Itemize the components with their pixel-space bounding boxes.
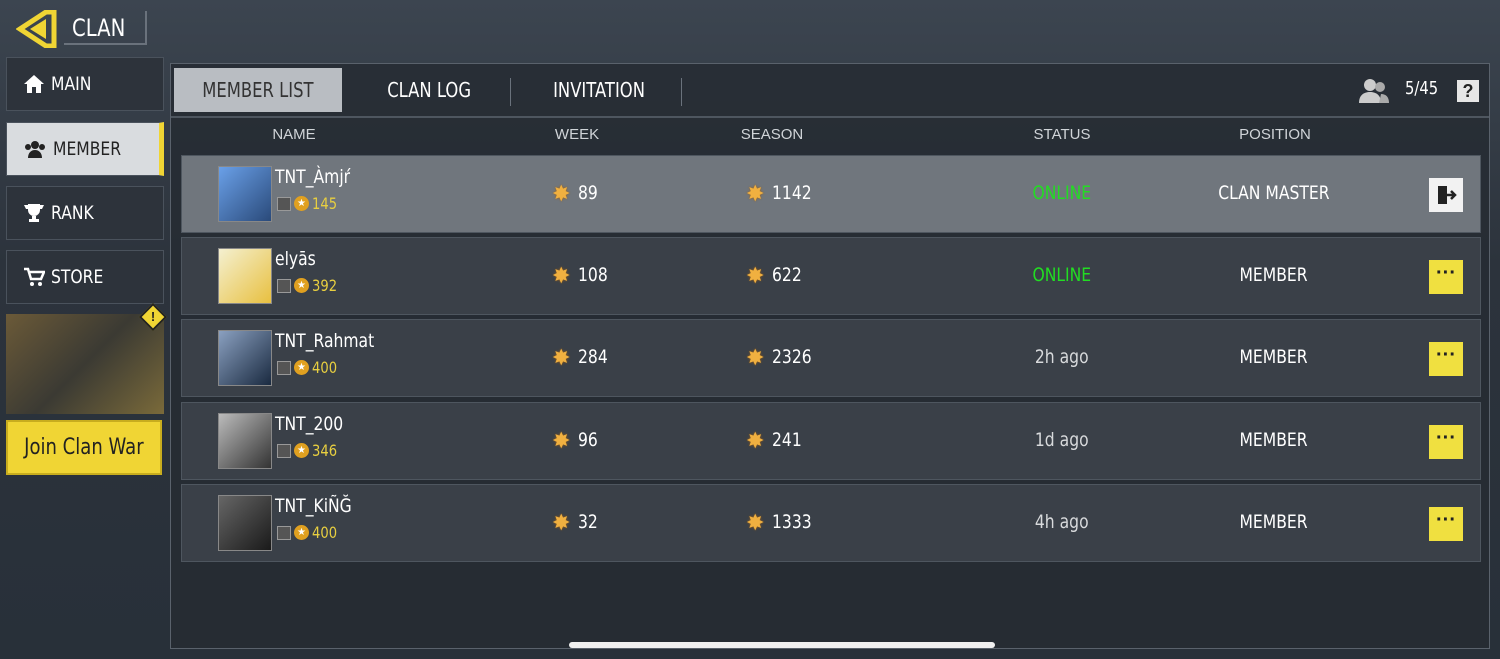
- level-coin-icon: ★: [294, 443, 309, 458]
- join-clan-war-button[interactable]: Join Clan War: [6, 420, 162, 475]
- sidebar-item-main[interactable]: MAIN: [6, 57, 164, 111]
- week-star-icon: ✸: [552, 428, 571, 453]
- season-score: 2326: [772, 346, 812, 368]
- member-name: TNT_200: [275, 413, 344, 435]
- member-level: ★ 346: [277, 441, 343, 460]
- more-options-button[interactable]: ···: [1429, 507, 1463, 541]
- week-score: 284: [578, 346, 608, 368]
- column-header-week: WEEK: [554, 126, 600, 143]
- column-header-status: STATUS: [1033, 126, 1091, 143]
- member-row[interactable]: TNT_Àmjŕ ★ 145 ✸ 89 ✸ 1142 ONLINE CLAN MA…: [181, 155, 1481, 233]
- avatar[interactable]: [218, 248, 272, 304]
- rank-badge-icon: [277, 525, 291, 540]
- season-score: 1142: [772, 182, 812, 204]
- column-header-season: SEASON: [740, 126, 804, 143]
- season-star-icon: ✸: [746, 181, 765, 206]
- cart-icon: [24, 267, 45, 286]
- season-star-icon: ✸: [746, 345, 765, 370]
- member-row[interactable]: TNT_Rahmat ★ 400 ✸ 284 ✸ 2326 2h ago MEMB…: [181, 319, 1481, 397]
- season-score: 241: [772, 429, 802, 451]
- tab-divider: [681, 78, 682, 106]
- home-icon: [24, 75, 44, 93]
- member-level: ★ 392: [277, 276, 343, 295]
- week-score: 108: [578, 264, 608, 286]
- season-star-icon: ✸: [746, 263, 765, 288]
- trophy-icon: [24, 204, 44, 222]
- member-name: TNT_Àmjŕ: [275, 166, 351, 188]
- member-name: elyās: [275, 248, 316, 270]
- tab-clan-log[interactable]: CLAN LOG: [387, 78, 471, 102]
- level-coin-icon: ★: [294, 360, 309, 375]
- level-coin-icon: ★: [294, 196, 309, 211]
- member-row[interactable]: TNT_KiÑĞ ★ 400 ✸ 32 ✸ 1333 4h ago MEMBER …: [181, 484, 1481, 562]
- week-star-icon: ✸: [552, 510, 571, 535]
- avatar[interactable]: [218, 495, 272, 551]
- rank-badge-icon: [277, 443, 291, 458]
- tab-invitation[interactable]: INVITATION: [553, 78, 645, 102]
- column-header-name: NAME: [272, 126, 316, 143]
- season-star-icon: ✸: [746, 428, 765, 453]
- members-icon: [25, 141, 45, 158]
- more-icon: ···: [1436, 262, 1456, 284]
- week-score: 96: [578, 429, 598, 451]
- more-options-button[interactable]: ···: [1429, 260, 1463, 294]
- tab-member-list[interactable]: MEMBER LIST: [174, 68, 342, 112]
- tab-divider: [510, 78, 511, 106]
- more-icon: ···: [1436, 427, 1456, 449]
- rank-badge-icon: [277, 360, 291, 375]
- season-score: 1333: [772, 511, 812, 533]
- leave-icon: [1438, 186, 1457, 204]
- sidebar-item-store[interactable]: STORE: [6, 250, 164, 304]
- rank-badge-icon: [277, 278, 291, 293]
- member-name: TNT_Rahmat: [275, 330, 375, 352]
- home-indicator[interactable]: [569, 642, 995, 648]
- sidebar-item-rank[interactable]: RANK: [6, 186, 164, 240]
- week-score: 32: [578, 511, 598, 533]
- member-panel: MEMBER LIST CLAN LOG INVITATION 5/45 ? N…: [170, 63, 1490, 649]
- more-icon: ···: [1436, 344, 1456, 366]
- week-star-icon: ✸: [552, 263, 571, 288]
- sidebar-item-member[interactable]: MEMBER: [6, 122, 164, 176]
- member-row[interactable]: TNT_200 ★ 346 ✸ 96 ✸ 241 1d ago MEMBER ··…: [181, 402, 1481, 480]
- tab-bar: MEMBER LIST CLAN LOG INVITATION 5/45 ?: [171, 64, 1489, 118]
- column-header-position: POSITION: [1239, 126, 1311, 143]
- level-coin-icon: ★: [294, 278, 309, 293]
- week-star-icon: ✸: [552, 345, 571, 370]
- members-count-icon: [1359, 79, 1389, 103]
- level-coin-icon: ★: [294, 525, 309, 540]
- leave-clan-button[interactable]: [1429, 178, 1463, 212]
- member-count: 5/45: [1405, 78, 1439, 99]
- avatar[interactable]: [218, 330, 272, 386]
- week-star-icon: ✸: [552, 181, 571, 206]
- avatar[interactable]: [218, 413, 272, 469]
- week-score: 89: [578, 182, 598, 204]
- more-options-button[interactable]: ···: [1429, 425, 1463, 459]
- clan-war-banner-image[interactable]: [6, 314, 164, 414]
- help-button[interactable]: ?: [1457, 80, 1479, 102]
- page-title: CLAN: [64, 11, 148, 45]
- more-options-button[interactable]: ···: [1429, 342, 1463, 376]
- rank-badge-icon: [277, 196, 291, 211]
- avatar[interactable]: [218, 166, 272, 222]
- member-name: TNT_KiÑĞ: [275, 495, 352, 517]
- member-level: ★ 145: [277, 194, 343, 213]
- more-icon: ···: [1436, 509, 1456, 531]
- member-level: ★ 400: [277, 358, 343, 377]
- season-score: 622: [772, 264, 802, 286]
- member-level: ★ 400: [277, 523, 343, 542]
- back-arrow-icon[interactable]: [16, 10, 58, 48]
- season-star-icon: ✸: [746, 510, 765, 535]
- member-row[interactable]: elyās ★ 392 ✸ 108 ✸ 622 ONLINE MEMBER ···: [181, 237, 1481, 315]
